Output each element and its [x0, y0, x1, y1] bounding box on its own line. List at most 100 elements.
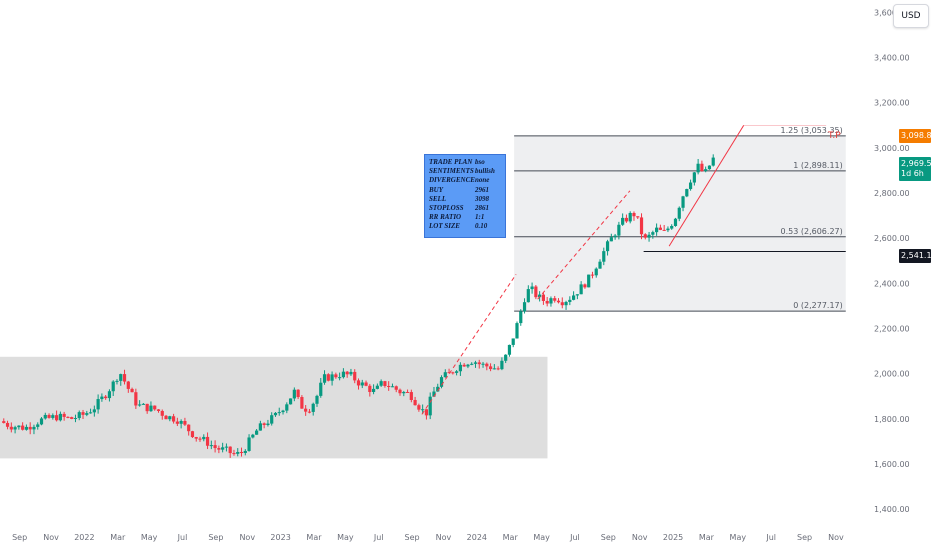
x-tick-8: 2023	[270, 533, 290, 542]
candle-body-14	[55, 415, 59, 421]
candle-body-11	[43, 414, 47, 419]
candle-body-19	[73, 418, 78, 420]
x-tick-5: Jul	[177, 533, 188, 542]
tp-price-tag: 3,098.85	[899, 129, 932, 143]
candle-body-6	[24, 426, 29, 430]
candle-body-121	[458, 364, 462, 372]
candle-body-79	[300, 397, 304, 409]
candle-body-23	[88, 412, 93, 414]
x-tick-0: Sep	[12, 533, 27, 542]
candle-body-182	[688, 182, 693, 190]
candle-body-21	[81, 412, 85, 415]
candle-body-122	[462, 364, 466, 367]
candle-body-124	[470, 363, 474, 365]
trade-plan-value: bso	[475, 158, 485, 166]
x-tick-4: May	[141, 533, 158, 542]
candle-body-5	[21, 425, 25, 430]
candle-body-156	[590, 274, 595, 276]
x-tick-3: Mar	[110, 533, 126, 542]
trade-plan-key: SENTIMENTS	[429, 167, 474, 176]
candle-body-47	[179, 420, 183, 424]
y-tick-1: 1,600.00	[874, 460, 910, 469]
candle-body-50	[190, 431, 195, 438]
candle-body-74	[281, 410, 285, 413]
x-tick-13: Nov	[436, 533, 452, 542]
last-price-tag: 2,969.50 1d 6h	[899, 157, 932, 181]
candle-body-37	[141, 403, 145, 405]
candle-body-162	[613, 235, 617, 238]
candle-body-42	[160, 410, 164, 416]
candle-body-144	[545, 300, 549, 304]
fib-label-1: 1 (2,898.11)	[793, 161, 843, 170]
currency-button[interactable]: USD	[893, 4, 929, 28]
x-tick-11: Jul	[373, 533, 384, 542]
candle-body-127	[481, 363, 485, 365]
candle-body-174	[658, 227, 662, 230]
x-tick-12: Sep	[405, 533, 420, 542]
candle-body-27	[104, 396, 108, 399]
candle-body-95	[360, 382, 364, 386]
candle-body-18	[70, 417, 74, 419]
candle-body-99	[375, 385, 379, 389]
candle-body-85	[322, 374, 327, 383]
candle-body-154	[583, 284, 587, 288]
trend-lines	[421, 125, 827, 415]
candle-body-137	[519, 311, 523, 324]
candle-body-179	[677, 207, 681, 219]
candle-body-17	[66, 416, 70, 418]
candle-body-149	[564, 301, 568, 306]
candle-body-148	[560, 302, 564, 306]
candle-body-12	[47, 414, 51, 418]
candle-body-29	[111, 381, 115, 392]
candle-body-142	[538, 294, 542, 298]
candle-body-16	[62, 413, 66, 417]
candle-body-130	[492, 368, 496, 370]
candle-body-56	[213, 445, 217, 449]
candle-body-172	[651, 232, 655, 235]
candle-body-155	[587, 274, 591, 288]
candle-body-143	[541, 294, 546, 301]
fib-label-3: 0 (2,277.17)	[793, 301, 843, 310]
x-tick-19: Nov	[632, 533, 648, 542]
x-tick-23: Jul	[765, 533, 776, 542]
candle-body-87	[330, 374, 334, 381]
y-tick-0: 1,400.00	[874, 505, 910, 514]
candle-body-90	[341, 371, 346, 378]
candle-body-135	[511, 338, 515, 345]
trade-plan-row: LOT SIZE 0.10	[429, 222, 501, 231]
candle-body-128	[485, 363, 489, 367]
candle-body-160	[605, 241, 610, 252]
candle-body-3	[13, 427, 17, 430]
candle-body-71	[270, 415, 274, 424]
last-price-value: 2,969.50	[901, 159, 932, 168]
candle-body-10	[39, 418, 44, 425]
candle-body-110	[417, 405, 421, 410]
candle-body-93	[353, 371, 357, 381]
candle-body-100	[379, 381, 383, 386]
y-tick-9: 3,200.00	[874, 99, 910, 108]
trade-plan-note[interactable]: TRADE PLAN bso SENTIMENTS bullish DIVERGENCE…	[424, 154, 506, 238]
x-tick-25: Nov	[828, 533, 844, 542]
candle-body-34	[130, 388, 134, 393]
x-tick-10: May	[337, 533, 354, 542]
candle-body-176	[666, 228, 670, 231]
trade-plan-value: 1:1	[475, 213, 485, 222]
candle-body-63	[239, 451, 244, 454]
level-price-tag: 2,541.16	[899, 249, 932, 263]
candle-body-46	[175, 421, 179, 424]
trade-plan-value: 2961	[475, 185, 489, 194]
candle-body-58	[221, 447, 225, 450]
candle-body-9	[36, 424, 40, 427]
candle-body-82	[311, 403, 315, 412]
trade-plan-row: STOPLOSS 2861	[429, 204, 501, 213]
candle-body-49	[187, 424, 191, 432]
candle-body-97	[368, 385, 372, 392]
x-tick-6: Sep	[208, 533, 223, 542]
x-tick-7: Nov	[239, 533, 255, 542]
trade-plan-value: bullish	[475, 167, 495, 176]
candle-body-98	[371, 388, 376, 392]
trade-plan-row: DIVERGENCE none	[429, 176, 501, 185]
y-tick-7: 2,800.00	[874, 189, 910, 198]
candle-body-165	[624, 217, 629, 222]
